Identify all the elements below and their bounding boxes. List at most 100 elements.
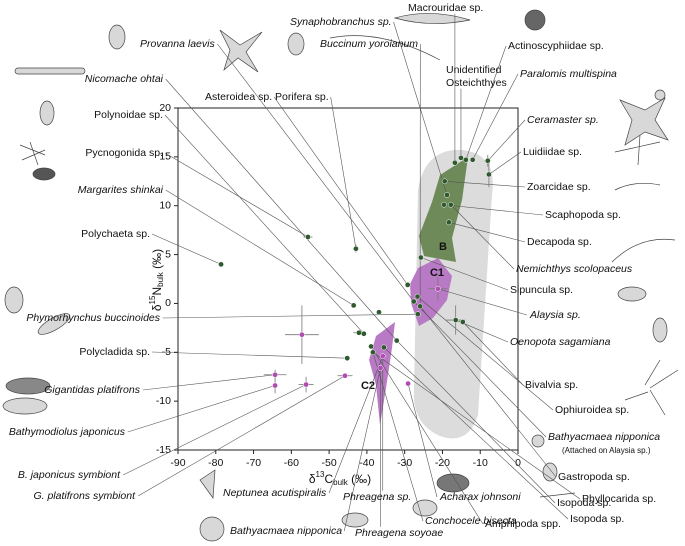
leader-line bbox=[370, 346, 484, 525]
icon bbox=[654, 89, 666, 101]
species-label: Macrouridae sp. bbox=[408, 2, 483, 14]
leader-line bbox=[396, 340, 556, 504]
species-label: Nicomache ohtai bbox=[85, 73, 164, 85]
data-point bbox=[441, 178, 448, 185]
data-point bbox=[418, 254, 424, 261]
leader-line bbox=[487, 119, 526, 161]
species-label: Ceramaster sp. bbox=[527, 114, 599, 126]
data-point bbox=[446, 219, 452, 226]
leader-line bbox=[142, 374, 276, 391]
icon bbox=[39, 100, 55, 126]
leader-line bbox=[137, 375, 346, 497]
data-point bbox=[404, 282, 411, 288]
species-label: Gigantidas platifrons bbox=[44, 384, 140, 396]
icon bbox=[614, 134, 661, 166]
leader-line bbox=[151, 233, 222, 265]
leader-line bbox=[462, 321, 524, 386]
species-label: Margarites shinkai bbox=[78, 184, 164, 196]
data-point bbox=[381, 344, 387, 351]
species-label: Nemichthys scolopaceus bbox=[516, 263, 633, 275]
icon bbox=[436, 473, 470, 493]
data-point bbox=[444, 192, 450, 198]
leader-line bbox=[420, 257, 509, 291]
species-label: Phreagena sp. bbox=[343, 491, 411, 503]
species-label: Bathymodiolus japonicus bbox=[9, 426, 126, 438]
x-tick-label: -60 bbox=[284, 457, 299, 469]
leader-line bbox=[217, 43, 414, 302]
data-point bbox=[405, 380, 411, 387]
icon bbox=[539, 492, 576, 498]
species-label: Actinoscyphiidae sp. bbox=[508, 40, 604, 52]
species-label: Provanna laevis bbox=[140, 38, 215, 50]
leader-line bbox=[372, 352, 581, 500]
data-point bbox=[452, 159, 458, 166]
y-tick-label: 15 bbox=[159, 151, 171, 163]
data-point bbox=[458, 154, 464, 161]
y-label-part: 15 bbox=[148, 295, 157, 304]
data-point bbox=[484, 157, 491, 164]
x-tick-label: -90 bbox=[170, 457, 185, 469]
icon bbox=[619, 97, 669, 146]
data-point bbox=[414, 293, 421, 300]
species-label: Bathyacmaea nipponica bbox=[548, 431, 660, 443]
group-c2 bbox=[369, 322, 395, 425]
y-tick-label: 10 bbox=[159, 199, 171, 211]
leader-line bbox=[472, 73, 519, 160]
icon bbox=[2, 397, 48, 415]
data-point bbox=[463, 156, 469, 163]
icon bbox=[14, 67, 86, 75]
species-label: Amphipoda spp. bbox=[485, 518, 561, 530]
species-label: Neptunea acutispiralis bbox=[223, 487, 327, 499]
leader-line bbox=[164, 152, 309, 238]
leader-line bbox=[127, 385, 276, 433]
y-label-part: (‰) bbox=[150, 249, 164, 272]
leader-line bbox=[444, 180, 526, 188]
icon bbox=[531, 434, 545, 448]
leader-line bbox=[488, 151, 522, 175]
data-point bbox=[368, 343, 374, 350]
icon bbox=[524, 9, 546, 31]
y-tick-label: 0 bbox=[165, 297, 171, 309]
icon bbox=[199, 469, 216, 499]
data-point bbox=[350, 302, 357, 309]
leader-line bbox=[162, 313, 418, 319]
data-point bbox=[415, 311, 421, 318]
data-point bbox=[417, 303, 424, 310]
x-label-part: δ bbox=[309, 472, 316, 486]
leader-line bbox=[407, 383, 438, 498]
leader-line bbox=[151, 351, 348, 359]
y-axis-label: δ15Nbulk (‰) bbox=[148, 249, 165, 311]
group-b bbox=[419, 157, 468, 262]
icon bbox=[614, 183, 661, 191]
x-tick-label: -30 bbox=[397, 457, 412, 469]
x-tick-label: -10 bbox=[473, 457, 488, 469]
icon bbox=[32, 167, 56, 181]
plot-frame bbox=[177, 107, 519, 451]
icons bbox=[2, 9, 679, 542]
data-point bbox=[486, 171, 492, 178]
y-tick-label: -5 bbox=[162, 346, 171, 358]
data-point bbox=[356, 329, 362, 336]
icon bbox=[542, 462, 558, 482]
species-label: Phymorhynchus buccinoides bbox=[26, 312, 160, 324]
data-point bbox=[305, 234, 311, 240]
species-label: Porifera sp. bbox=[275, 91, 329, 103]
species-label: Oenopota sagamiana bbox=[510, 336, 611, 348]
data-point bbox=[441, 201, 447, 208]
x-tick-label: -40 bbox=[359, 457, 374, 469]
data-point bbox=[447, 201, 454, 208]
icon bbox=[652, 317, 668, 343]
data-point bbox=[361, 330, 367, 337]
data-point bbox=[344, 355, 351, 361]
x-label-part: (‰) bbox=[348, 472, 371, 486]
species-label: Conchocele bisecta bbox=[425, 515, 517, 527]
leader-line bbox=[165, 189, 354, 306]
species-label: Osteichthyes bbox=[446, 77, 507, 89]
data-point bbox=[379, 353, 386, 360]
icon bbox=[219, 29, 263, 73]
data-point bbox=[299, 331, 305, 338]
species-label: Acharax johnsoni bbox=[439, 491, 521, 503]
species-label: Asteroidea sp. bbox=[205, 91, 272, 103]
y-tick-label: 20 bbox=[159, 102, 171, 114]
species-label: B. japonicus symbiont bbox=[18, 469, 121, 481]
